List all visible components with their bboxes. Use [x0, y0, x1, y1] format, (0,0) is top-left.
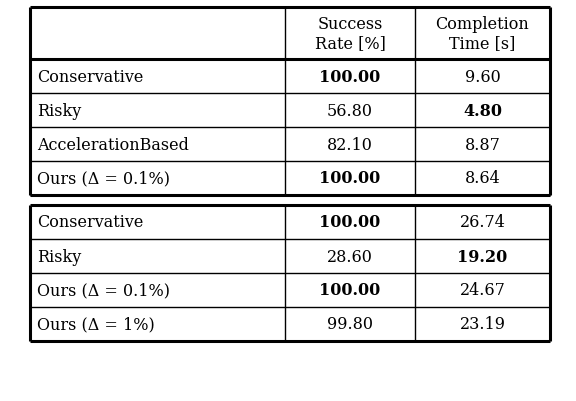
Text: 28.60: 28.60 [327, 248, 373, 265]
Text: 100.00: 100.00 [319, 170, 381, 187]
Text: Success
Rate [%]: Success Rate [%] [314, 16, 385, 52]
Text: 9.60: 9.60 [465, 68, 501, 85]
Text: Conservative: Conservative [37, 214, 143, 231]
Text: AccelerationBased: AccelerationBased [37, 136, 189, 153]
Text: Risky: Risky [37, 102, 81, 119]
Text: Ours (Δ = 0.1%): Ours (Δ = 0.1%) [37, 170, 170, 187]
Text: 100.00: 100.00 [319, 214, 381, 231]
Text: 26.74: 26.74 [460, 214, 505, 231]
Text: 82.10: 82.10 [327, 136, 373, 153]
Text: Conservative: Conservative [37, 68, 143, 85]
Text: 8.64: 8.64 [465, 170, 501, 187]
Text: 100.00: 100.00 [319, 68, 381, 85]
Text: 100.00: 100.00 [319, 282, 381, 299]
Text: Completion
Time [s]: Completion Time [s] [435, 16, 529, 52]
Text: Ours (Δ = 0.1%): Ours (Δ = 0.1%) [37, 282, 170, 299]
Text: 4.80: 4.80 [463, 102, 502, 119]
Text: 19.20: 19.20 [457, 248, 507, 265]
Text: 23.19: 23.19 [460, 316, 506, 333]
Text: 56.80: 56.80 [327, 102, 373, 119]
Text: Risky: Risky [37, 248, 81, 265]
Text: 8.87: 8.87 [465, 136, 501, 153]
Text: 99.80: 99.80 [327, 316, 373, 333]
Text: Ours (Δ = 1%): Ours (Δ = 1%) [37, 316, 155, 333]
Text: 24.67: 24.67 [460, 282, 505, 299]
